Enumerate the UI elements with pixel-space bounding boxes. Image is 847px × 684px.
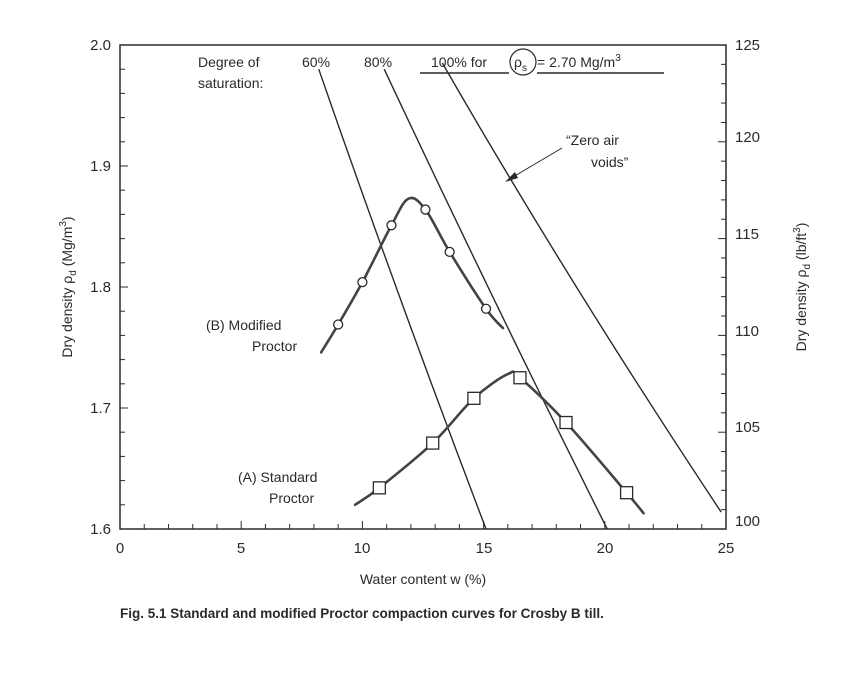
y-axis-label-left: Dry density ρd (Mg/m3) — [58, 216, 79, 357]
figure-caption: Fig. 5.1 Standard and modified Proctor c… — [120, 605, 760, 623]
standard-proctor-label: Proctor — [269, 490, 314, 506]
standard-proctor-point — [468, 392, 480, 404]
y-tick-label-left: 1.6 — [90, 521, 111, 538]
saturation-label: saturation: — [198, 75, 263, 91]
y-tick-label-left: 1.8 — [90, 279, 111, 296]
density-value-label: = 2.70 Mg/m3 — [537, 53, 621, 70]
y-tick-label-right: 105 — [735, 419, 760, 436]
standard-proctor-point — [560, 417, 572, 429]
modified-proctor-point — [445, 247, 454, 256]
y-tick-label-right: 110 — [735, 323, 759, 340]
plot-frame — [120, 45, 726, 529]
modified-proctor-point — [421, 205, 430, 214]
modified-proctor-point — [358, 278, 367, 287]
standard-proctor-curve — [355, 372, 643, 514]
y-tick-label-right: 100 — [735, 513, 760, 530]
sat-100-label: 100% for — [431, 54, 487, 70]
standard-proctor-label: (A) Standard — [238, 469, 317, 485]
proctor-chart: 0 5 10 15 20 25 1.6 1.7 1.8 1.9 2.0 100 … — [0, 0, 847, 600]
axis-ticks — [120, 45, 726, 529]
standard-proctor-point — [427, 437, 439, 449]
rho-s-symbol: ρs — [514, 54, 527, 74]
zero-air-voids-label: voids” — [591, 154, 629, 170]
x-axis-label: Water content w (%) — [360, 571, 486, 587]
standard-proctor-point — [621, 487, 633, 499]
zero-air-voids-label: “Zero air — [566, 132, 619, 148]
series-curves — [321, 198, 643, 513]
saturation-lines — [319, 63, 721, 529]
y-tick-label-left: 2.0 — [90, 37, 111, 54]
modified-proctor-point — [482, 304, 491, 313]
y-tick-label-left: 1.9 — [90, 158, 111, 175]
x-tick-label: 10 — [354, 540, 371, 557]
x-tick-label: 20 — [597, 540, 614, 557]
modified-proctor-label: Proctor — [252, 338, 297, 354]
y-tick-label-left: 1.7 — [90, 400, 111, 417]
modified-proctor-label: (B) Modified — [206, 317, 281, 333]
y-tick-label-right: 125 — [735, 37, 760, 54]
saturation-line-100 — [442, 63, 721, 512]
y-axis-label-right: Dry density ρd (lb/ft3) — [792, 223, 813, 352]
y-tick-label-right: 120 — [735, 129, 760, 146]
y-tick-label-right: 115 — [735, 226, 759, 243]
saturation-line-60 — [319, 69, 486, 529]
modified-proctor-point — [334, 320, 343, 329]
standard-proctor-point — [373, 482, 385, 494]
degree-of-label: Degree of — [198, 54, 260, 70]
x-tick-label: 5 — [237, 540, 245, 557]
x-tick-label: 0 — [116, 540, 124, 557]
x-tick-label: 15 — [476, 540, 493, 557]
sat-80-label: 80% — [364, 54, 392, 70]
standard-proctor-point — [514, 372, 526, 384]
sat-60-label: 60% — [302, 54, 330, 70]
modified-proctor-point — [387, 221, 396, 230]
x-tick-label: 25 — [718, 540, 735, 557]
